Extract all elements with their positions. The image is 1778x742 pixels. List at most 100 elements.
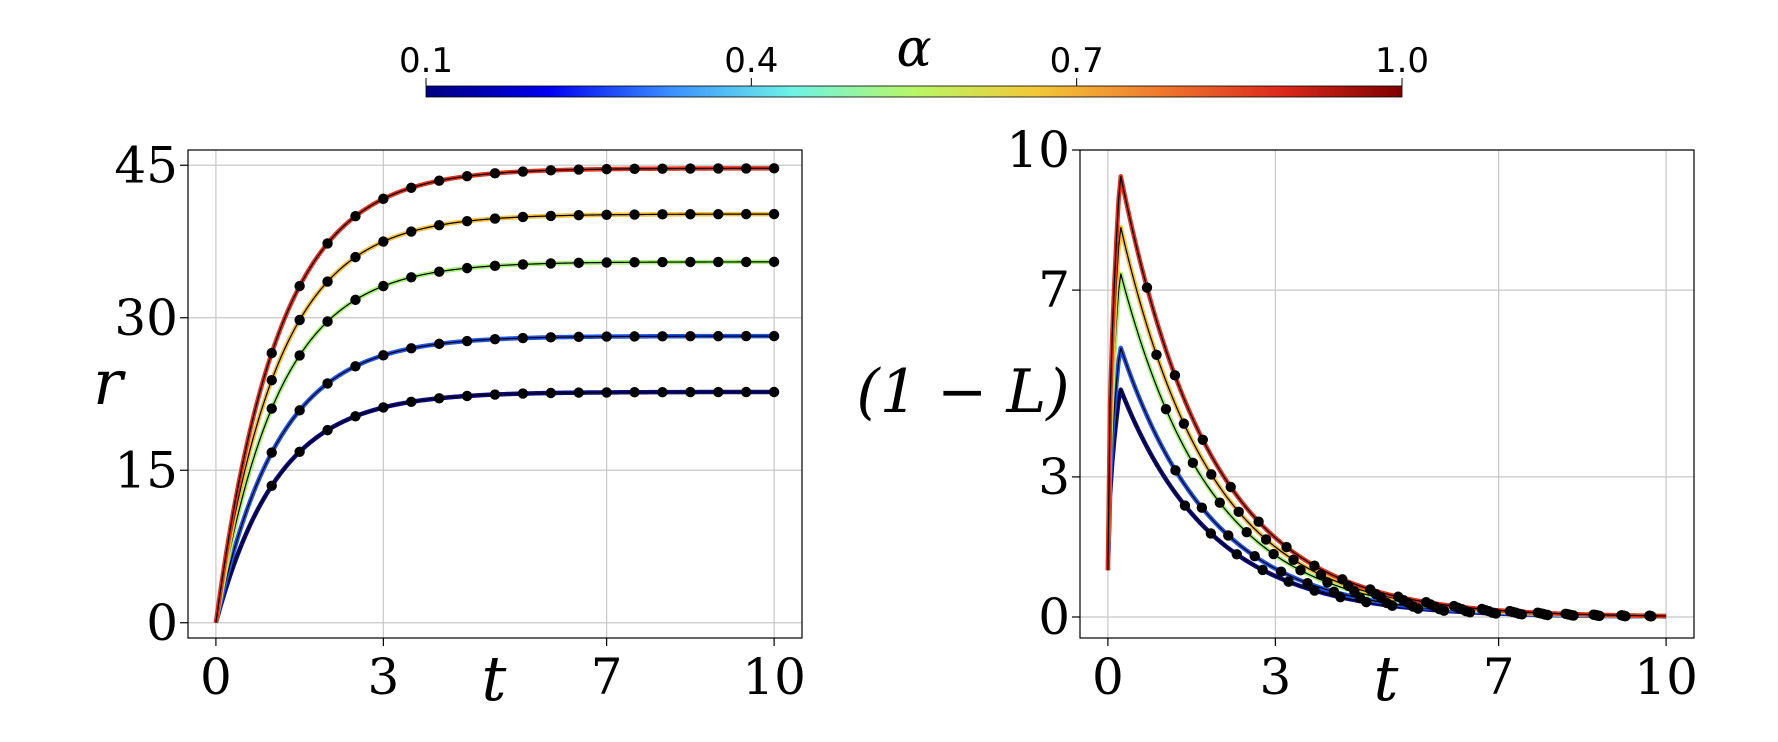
data-point (517, 259, 529, 270)
data-point (1206, 469, 1217, 480)
data-point (1170, 465, 1181, 476)
data-point (294, 446, 305, 457)
data-point (1141, 282, 1153, 293)
data-point (545, 332, 557, 343)
data-point (266, 447, 277, 458)
data-point (517, 332, 529, 344)
data-point (573, 387, 584, 398)
y-tick-label: 3 (1038, 448, 1070, 506)
data-point (1588, 609, 1599, 620)
data-point (657, 256, 668, 268)
data-point (545, 258, 557, 269)
data-point (266, 375, 277, 386)
data-point (378, 350, 389, 361)
data-point (713, 208, 724, 220)
y-tick-label: 30 (114, 289, 178, 347)
colorbar-tick-label: 1.0 (1375, 41, 1429, 81)
colorbar: 0.1 0.4 0.7 1.0 α (399, 19, 1429, 98)
data-point (517, 211, 529, 223)
data-point (740, 386, 752, 398)
data-point (461, 390, 473, 402)
data-point (713, 256, 724, 268)
data-point (1275, 566, 1287, 577)
data-point (266, 403, 277, 414)
data-point (601, 331, 612, 342)
data-point (1644, 610, 1655, 621)
data-point (1315, 569, 1327, 580)
data-point (1560, 608, 1571, 620)
data-point (489, 168, 501, 179)
data-point (1268, 548, 1279, 560)
data-point (378, 402, 389, 413)
data-point (573, 164, 584, 175)
data-point (461, 215, 473, 227)
left-x-axis-label: t (482, 642, 507, 715)
data-point (322, 378, 333, 389)
data-point (1281, 541, 1292, 553)
data-point (433, 175, 445, 186)
data-point (601, 209, 612, 221)
data-point (573, 331, 584, 343)
data-point (1205, 528, 1217, 539)
data-point (1225, 481, 1236, 493)
colorbar-tick-label: 0.1 (399, 41, 453, 81)
x-tick-label: 10 (742, 648, 806, 706)
y-tick-label: 7 (1038, 261, 1070, 319)
data-point (266, 347, 277, 359)
data-point (406, 182, 417, 193)
data-point (629, 257, 640, 268)
data-point (1196, 502, 1208, 513)
data-point (1309, 560, 1320, 571)
data-point (406, 272, 417, 283)
data-point (461, 335, 473, 347)
data-point (545, 387, 557, 399)
data-point (1288, 554, 1299, 565)
data-point (1302, 577, 1313, 589)
data-point (350, 294, 361, 306)
data-point (433, 220, 445, 231)
data-point (1160, 403, 1172, 415)
data-point (406, 396, 417, 408)
colorbar-label: α (896, 19, 931, 79)
data-point (713, 330, 724, 342)
data-point (1179, 500, 1191, 511)
data-point (629, 163, 640, 175)
data-point (1420, 596, 1432, 608)
y-tick-label: 15 (114, 441, 178, 499)
data-point (1616, 610, 1627, 621)
data-point (1337, 574, 1348, 585)
x-tick-label: 3 (1259, 648, 1291, 706)
data-point (433, 266, 445, 277)
data-point (545, 210, 557, 222)
data-point (740, 208, 752, 220)
data-point (1223, 530, 1234, 541)
data-point (433, 338, 445, 350)
data-point (685, 386, 696, 398)
data-point (517, 166, 529, 177)
data-point (545, 165, 557, 176)
data-point (1169, 370, 1181, 381)
data-point (1392, 591, 1404, 602)
right-panel: 0 3 7 10 0 3 7 10 t (1 − L) (856, 121, 1698, 715)
data-point (378, 193, 389, 205)
x-tick-label: 7 (1483, 648, 1515, 706)
data-point (1283, 576, 1294, 587)
colorbar-bar (425, 85, 1403, 98)
data-point (657, 163, 668, 174)
x-tick-label: 10 (1634, 648, 1698, 706)
data-point (657, 209, 668, 220)
data-point (768, 330, 780, 342)
data-point (1233, 506, 1244, 518)
data-point (1476, 603, 1488, 615)
data-point (740, 163, 752, 174)
data-point (489, 389, 501, 400)
data-point (350, 251, 361, 263)
data-point (1322, 577, 1333, 588)
data-point (768, 163, 780, 174)
y-tick-label: 0 (1038, 588, 1070, 646)
data-point (322, 238, 333, 249)
colorbar-tick-label: 0.7 (1050, 41, 1104, 81)
data-point (1309, 585, 1320, 596)
data-point (406, 226, 417, 237)
data-point (461, 171, 473, 182)
